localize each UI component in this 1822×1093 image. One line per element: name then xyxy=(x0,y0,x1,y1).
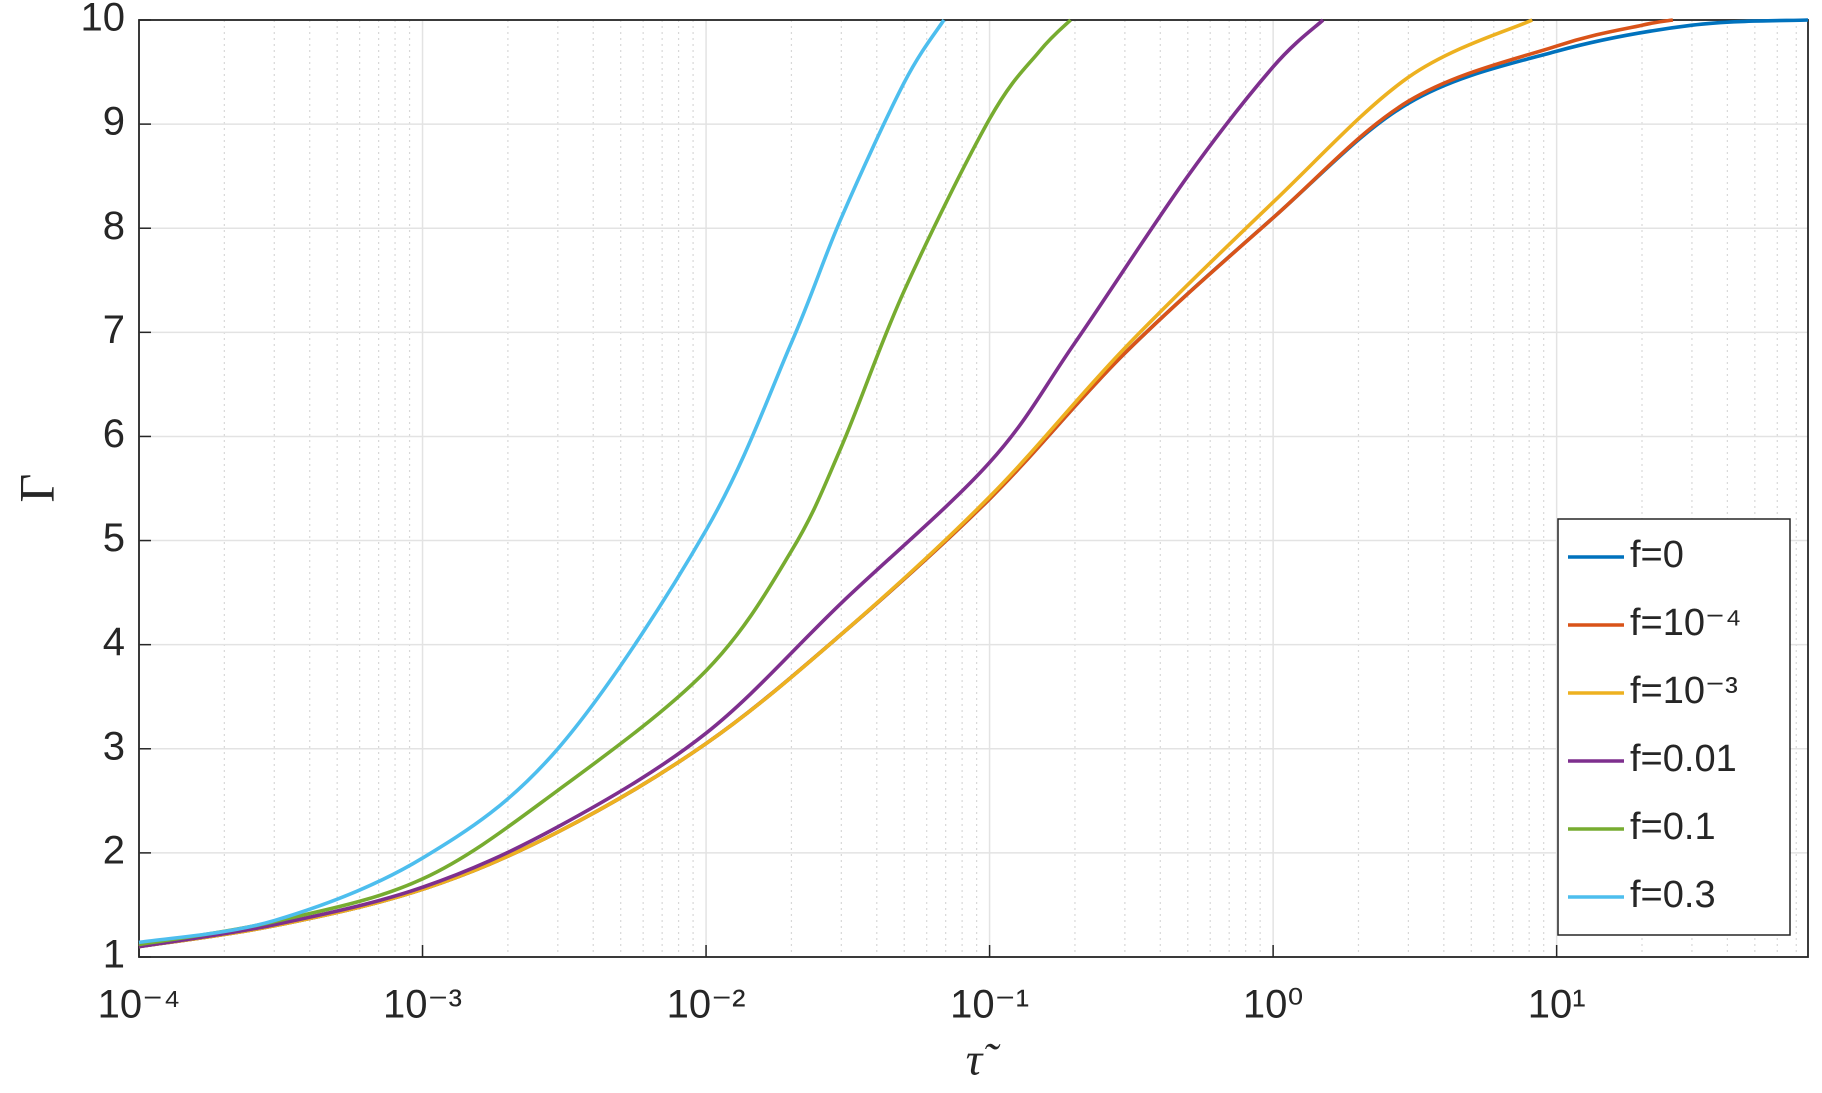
legend-label: f=0 xyxy=(1630,534,1684,576)
legend-label: f=0.01 xyxy=(1630,738,1737,780)
y-tick-label: 8 xyxy=(103,204,125,248)
y-tick-label: 9 xyxy=(103,100,125,144)
y-tick-label: 3 xyxy=(103,724,125,768)
y-tick-label: 7 xyxy=(103,308,125,352)
y-tick-label: 2 xyxy=(103,828,125,872)
y-tick-label: 10 xyxy=(81,0,126,40)
data-line xyxy=(138,18,1674,949)
plot-frame xyxy=(138,19,1809,958)
x-tick-label: 10¹ xyxy=(1528,983,1586,1027)
y-axis-label: Γ xyxy=(8,474,64,503)
legend-label: f=10⁻⁴ xyxy=(1630,602,1741,644)
data-line xyxy=(138,18,1325,949)
x-tick-label: 10⁻¹ xyxy=(950,983,1029,1027)
data-line xyxy=(138,18,1533,949)
data-line xyxy=(138,19,946,945)
y-tick-label: 5 xyxy=(103,516,125,560)
y-tick-label: 6 xyxy=(103,412,125,456)
x-tick-label: 10⁻³ xyxy=(383,983,462,1027)
legend-label: f=10⁻³ xyxy=(1630,670,1738,712)
legend-box xyxy=(1557,518,1791,936)
x-tick-label: 10⁻² xyxy=(667,983,746,1027)
y-tick-label: 4 xyxy=(103,620,125,664)
x-tick-label: 10⁰ xyxy=(1243,983,1304,1027)
legend-label: f=0.1 xyxy=(1630,806,1716,848)
legend-label: f=0.3 xyxy=(1630,874,1716,916)
y-tick-label: 1 xyxy=(103,933,125,977)
data-line xyxy=(138,18,1072,947)
x-tick-label: 10⁻⁴ xyxy=(98,983,181,1027)
x-axis-label: τ̃ xyxy=(966,1034,1001,1085)
